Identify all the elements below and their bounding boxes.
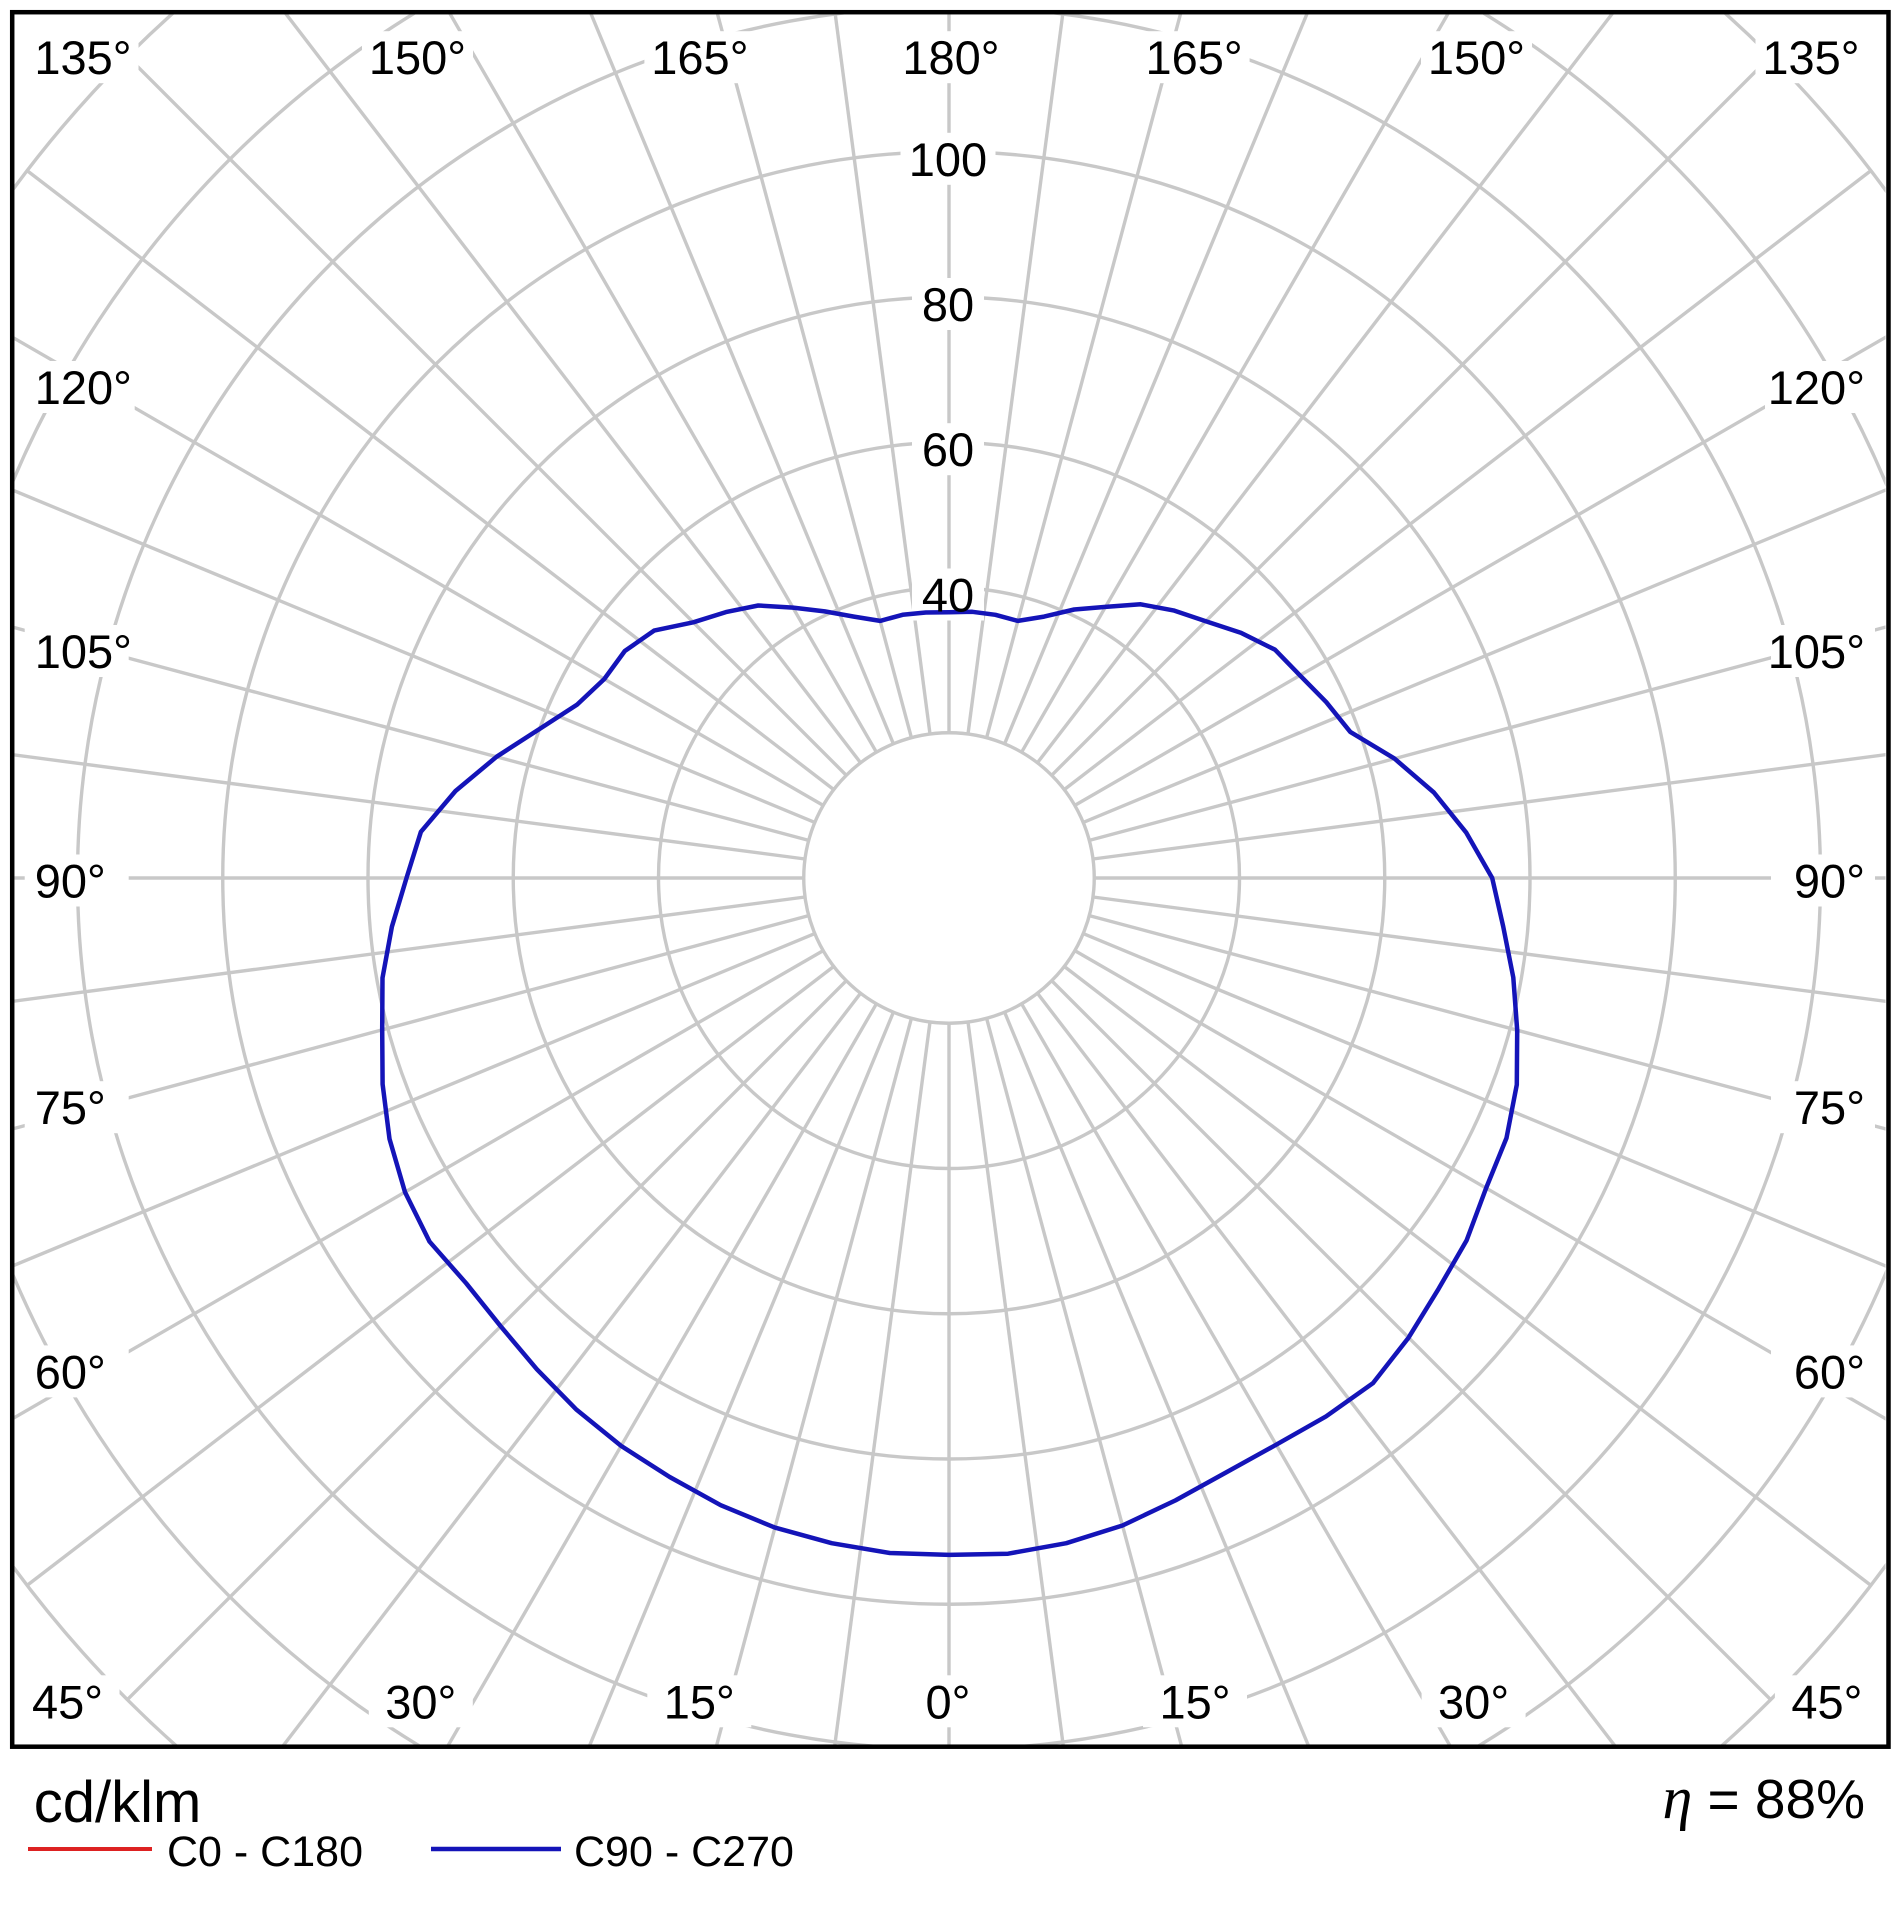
svg-text:75°: 75° — [35, 1081, 106, 1134]
svg-text:75°: 75° — [1794, 1081, 1865, 1134]
svg-text:15°: 15° — [1159, 1675, 1230, 1728]
svg-text:150°: 150° — [1428, 31, 1525, 84]
svg-text:η = 88%: η = 88% — [1662, 1765, 1865, 1831]
svg-text:135°: 135° — [34, 31, 131, 84]
svg-text:105°: 105° — [1768, 625, 1865, 678]
svg-text:40: 40 — [922, 569, 974, 622]
svg-text:45°: 45° — [32, 1675, 103, 1728]
svg-text:45°: 45° — [1791, 1675, 1862, 1728]
svg-text:C90 - C270: C90 - C270 — [574, 1828, 794, 1876]
svg-text:cd/klm: cd/klm — [34, 1770, 202, 1835]
svg-text:120°: 120° — [1768, 361, 1865, 414]
svg-text:90°: 90° — [35, 855, 106, 908]
svg-text:60°: 60° — [1794, 1345, 1865, 1398]
svg-text:30°: 30° — [1438, 1675, 1509, 1728]
svg-text:165°: 165° — [1145, 31, 1242, 84]
svg-text:80: 80 — [922, 278, 974, 331]
svg-text:C0 - C180: C0 - C180 — [167, 1828, 363, 1876]
svg-text:165°: 165° — [651, 31, 748, 84]
svg-text:120°: 120° — [35, 361, 132, 414]
svg-text:100: 100 — [909, 133, 987, 186]
svg-text:90°: 90° — [1794, 855, 1865, 908]
svg-text:105°: 105° — [35, 625, 132, 678]
svg-text:15°: 15° — [664, 1675, 735, 1728]
svg-text:30°: 30° — [385, 1675, 456, 1728]
svg-text:180°: 180° — [902, 31, 999, 84]
svg-text:150°: 150° — [369, 31, 466, 84]
svg-text:60: 60 — [922, 423, 974, 476]
svg-text:135°: 135° — [1762, 31, 1859, 84]
svg-text:60°: 60° — [35, 1345, 106, 1398]
svg-text:0°: 0° — [926, 1675, 971, 1728]
